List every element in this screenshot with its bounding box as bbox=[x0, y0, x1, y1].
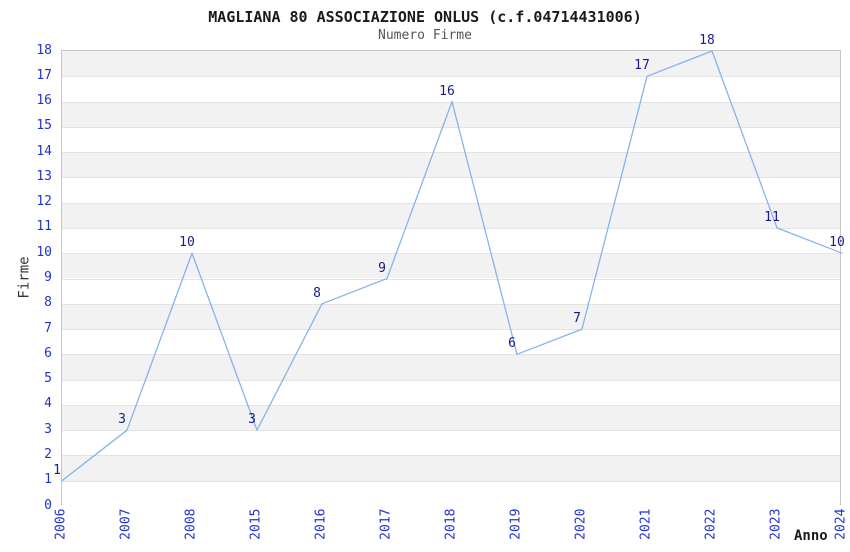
y-tick-label: 2 bbox=[44, 446, 52, 462]
y-tick-label: 5 bbox=[44, 371, 52, 387]
x-tick-label: 2023 bbox=[768, 508, 784, 540]
plot-band bbox=[62, 354, 840, 380]
plot-band bbox=[62, 303, 840, 330]
plot-band bbox=[62, 126, 840, 153]
x-tick-label: 2020 bbox=[573, 508, 589, 540]
plot-band bbox=[62, 51, 840, 77]
y-tick-label: 10 bbox=[36, 244, 52, 260]
x-tick-label: 2008 bbox=[183, 508, 199, 540]
y-tick-label: 11 bbox=[36, 219, 52, 235]
x-tick-label: 2024 bbox=[833, 508, 849, 540]
point-value-label: 6 bbox=[508, 336, 516, 352]
gridline bbox=[62, 126, 840, 128]
y-tick-label: 16 bbox=[36, 93, 52, 109]
chart-subtitle: Numero Firme bbox=[378, 28, 472, 43]
x-tick-label: 2017 bbox=[378, 508, 394, 540]
y-tick-label: 13 bbox=[36, 168, 52, 184]
gridline bbox=[62, 76, 840, 78]
gridline bbox=[62, 278, 840, 280]
point-value-label: 3 bbox=[118, 412, 126, 428]
plot-band bbox=[62, 404, 840, 431]
plot-band bbox=[62, 329, 840, 355]
gridline bbox=[62, 329, 840, 331]
y-tick-label: 3 bbox=[44, 421, 52, 437]
y-tick-label: 15 bbox=[36, 118, 52, 134]
x-tick-label: 2015 bbox=[248, 508, 264, 540]
plot-band bbox=[62, 480, 840, 506]
data-line bbox=[61, 50, 843, 482]
y-tick-label: 9 bbox=[44, 270, 52, 285]
y-tick-label: 0 bbox=[44, 497, 52, 513]
y-tick-label: 8 bbox=[44, 295, 52, 311]
y-tick-label: 18 bbox=[36, 42, 52, 58]
point-value-label: 11 bbox=[764, 209, 780, 225]
y-tick-label: 14 bbox=[36, 143, 52, 159]
gridline bbox=[62, 152, 840, 154]
x-axis-title: Anno bbox=[794, 528, 828, 544]
point-value-label: 18 bbox=[699, 33, 715, 48]
point-value-label: 3 bbox=[248, 412, 256, 428]
point-value-label: 16 bbox=[439, 83, 455, 99]
y-tick-label: 12 bbox=[36, 194, 52, 210]
point-value-label: 10 bbox=[179, 235, 195, 251]
gridline bbox=[62, 404, 840, 406]
gridline bbox=[62, 354, 840, 356]
gridline bbox=[62, 227, 840, 229]
y-tick-label: 7 bbox=[44, 320, 52, 336]
x-tick-label: 2021 bbox=[638, 508, 654, 540]
y-tick-label: 6 bbox=[44, 345, 52, 361]
x-tick-label: 2022 bbox=[703, 508, 719, 540]
y-tick-label: 17 bbox=[36, 67, 52, 83]
plot-band bbox=[62, 379, 840, 405]
point-value-label: 1 bbox=[53, 462, 61, 478]
gridline bbox=[62, 455, 840, 457]
gridline bbox=[62, 177, 840, 179]
x-tick-label: 2007 bbox=[118, 508, 134, 540]
plot-band bbox=[62, 278, 840, 304]
y-tick-label: 4 bbox=[44, 396, 52, 412]
plot-band bbox=[62, 253, 840, 279]
gridline bbox=[62, 253, 840, 255]
plot-band bbox=[62, 177, 840, 203]
gridline bbox=[62, 303, 840, 305]
plot-band bbox=[62, 227, 840, 254]
chart-title: MAGLIANA 80 ASSOCIAZIONE ONLUS (c.f.0471… bbox=[208, 8, 642, 26]
plot-band bbox=[62, 76, 840, 102]
point-value-label: 8 bbox=[313, 285, 321, 301]
gridline bbox=[62, 430, 840, 432]
plot-area: 1 3 10 3 8 9 16 6 7 17 18 11 10 bbox=[53, 34, 845, 506]
x-tick-label: 2019 bbox=[508, 508, 524, 540]
gridline bbox=[62, 379, 840, 381]
point-value-label: 17 bbox=[634, 58, 650, 74]
point-value-label: 10 bbox=[829, 235, 845, 251]
plot-band bbox=[62, 455, 840, 481]
point-value-label: 7 bbox=[573, 311, 581, 327]
plot-band bbox=[62, 202, 840, 228]
gridline bbox=[62, 480, 840, 482]
plot-band bbox=[62, 152, 840, 178]
gridline bbox=[62, 202, 840, 204]
x-tick-label: 2018 bbox=[443, 508, 459, 540]
x-tick-label: 2006 bbox=[53, 508, 69, 540]
x-tick-label: 2016 bbox=[313, 508, 329, 540]
plot-band bbox=[62, 430, 840, 456]
series-line bbox=[61, 50, 843, 482]
y-tick-label: 1 bbox=[44, 472, 52, 488]
point-value-label: 9 bbox=[378, 260, 386, 276]
gridline bbox=[62, 101, 840, 103]
